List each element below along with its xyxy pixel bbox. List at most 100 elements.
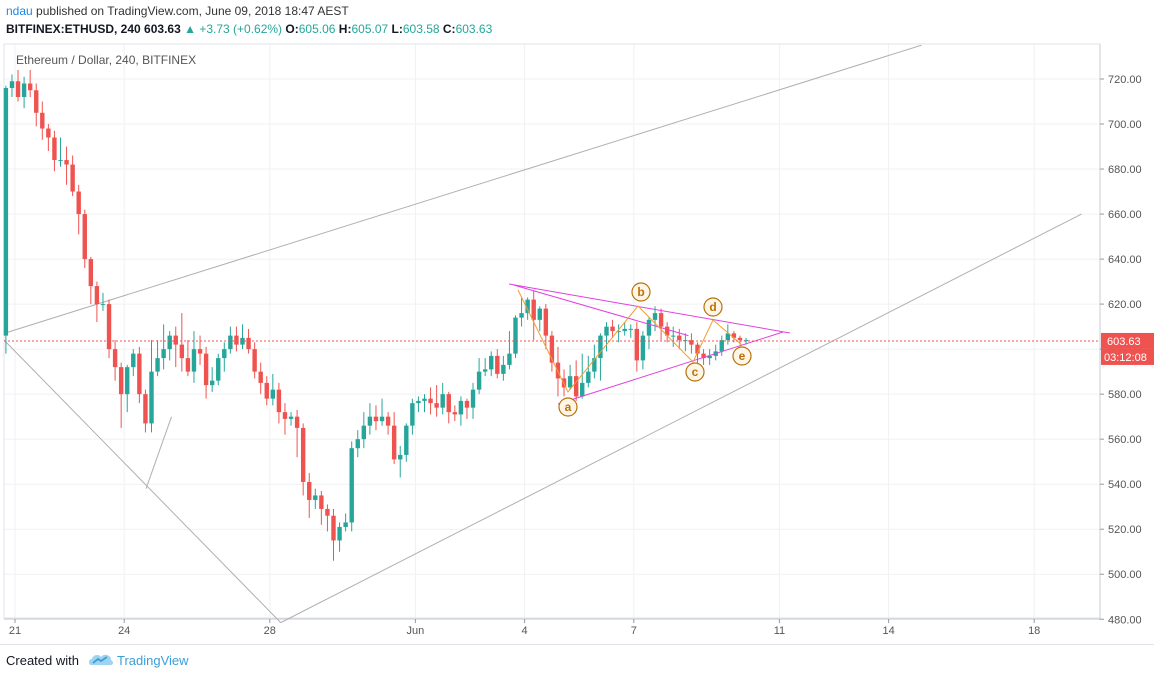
candle-body: [9, 81, 15, 89]
candle: [64, 146, 69, 185]
y-tick-label: 560.00: [1108, 434, 1142, 446]
candle-body: [270, 389, 276, 399]
candle: [276, 382, 282, 424]
publish-info: ndau published on TradingView.com, June …: [6, 4, 349, 18]
candle-body: [616, 331, 621, 333]
candle: [52, 130, 57, 172]
candle: [664, 322, 670, 343]
candle-body: [252, 349, 257, 372]
candle: [125, 364, 130, 413]
candle: [70, 155, 75, 197]
last-price: 603.63: [144, 22, 181, 36]
candle: [416, 396, 421, 413]
candle: [9, 74, 15, 98]
wave-label: e: [739, 349, 746, 363]
candle-body: [319, 495, 324, 509]
candle-body: [355, 439, 360, 449]
candle-body: [15, 81, 21, 98]
candle-body: [586, 371, 591, 383]
candle-body: [300, 427, 306, 482]
author-name[interactable]: ndau: [6, 4, 33, 18]
candle-body: [234, 335, 239, 345]
candle-body: [743, 340, 749, 342]
tradingview-brand-link[interactable]: TradingView: [117, 653, 189, 668]
candle-body: [519, 313, 524, 318]
candle: [167, 331, 172, 361]
last-price-badge-label: 603.63: [1107, 336, 1141, 348]
chart-title: Ethereum / Dollar, 240, BITFINEX: [16, 53, 196, 67]
candle-body: [70, 164, 75, 192]
candle-body: [513, 317, 518, 354]
candle-body: [416, 400, 421, 404]
last-price-badge: [1101, 332, 1154, 349]
candle: [58, 137, 63, 167]
candle: [373, 405, 379, 431]
candle: [725, 324, 731, 345]
candle-body: [731, 333, 737, 338]
candle-body: [258, 371, 263, 383]
y-tick-label: 540.00: [1108, 479, 1142, 491]
candle-body: [331, 515, 336, 541]
candle-body: [634, 328, 640, 361]
candle: [495, 349, 500, 379]
candle: [106, 299, 112, 359]
candle-body: [628, 328, 633, 330]
candle: [197, 335, 203, 365]
candle: [640, 331, 646, 370]
candle: [367, 403, 373, 435]
candle: [161, 324, 166, 370]
candle-body: [719, 340, 724, 352]
candle-body: [531, 299, 536, 320]
high-label: H:: [338, 22, 352, 36]
candle: [325, 504, 330, 532]
candle: [131, 349, 136, 377]
x-axis-ticks: 21 24 28 Jun 4 7 11 14 18: [9, 619, 1040, 637]
candle: [501, 355, 506, 381]
x-tick-label: 21: [9, 625, 21, 637]
candle: [15, 69, 21, 102]
candle: [349, 441, 354, 532]
candle: [337, 522, 342, 552]
candle-body: [161, 349, 166, 359]
price-chart[interactable]: Ethereum / Dollar, 240, BITFINEX a b c d e 7…: [0, 0, 1154, 644]
candle-body: [131, 353, 136, 368]
candle-body: [489, 355, 494, 370]
candle: [604, 322, 609, 352]
candle: [343, 513, 348, 532]
candle-body: [216, 358, 221, 381]
candle: [458, 396, 464, 426]
candle-body: [361, 425, 367, 440]
candle: [294, 409, 300, 458]
candle: [319, 490, 324, 525]
wave-label-circle: [732, 346, 752, 366]
candle-body: [337, 526, 342, 541]
wave-label: a: [565, 400, 572, 414]
candle: [713, 344, 718, 361]
candle-body: [452, 412, 458, 415]
candle: [707, 349, 712, 365]
candle: [234, 326, 239, 352]
candle-body: [404, 425, 409, 455]
countdown-badge-label: 03:12:08: [1104, 352, 1147, 364]
candle-body: [622, 328, 627, 332]
candle: [422, 394, 427, 413]
close-label: C:: [442, 22, 456, 36]
candle-body: [276, 389, 282, 413]
candlestick-series[interactable]: [3, 69, 749, 561]
upper-channel-line: [3, 44, 922, 334]
candle: [513, 315, 518, 359]
candle: [143, 389, 148, 433]
candle-body: [367, 416, 373, 426]
candle-body: [325, 508, 330, 516]
candle-body: [228, 335, 233, 350]
candle-body: [52, 137, 57, 161]
candle: [404, 423, 409, 462]
descending-line: [3, 339, 282, 623]
candle: [155, 340, 160, 377]
candle: [288, 412, 294, 426]
tradingview-logo-icon[interactable]: [88, 651, 114, 674]
candle-body: [410, 403, 415, 426]
candle: [580, 353, 585, 399]
wave-label: b: [637, 285, 644, 299]
candle: [391, 412, 397, 464]
